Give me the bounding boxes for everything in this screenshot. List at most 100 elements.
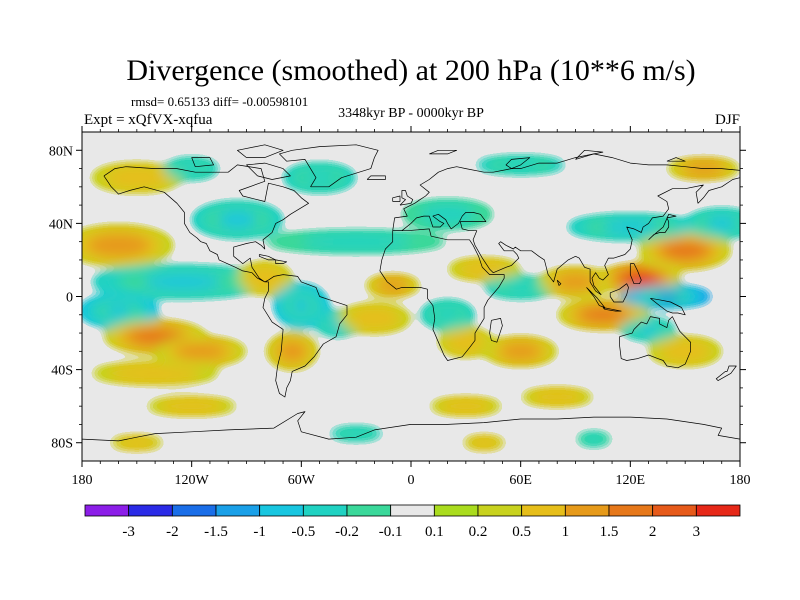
anomaly-level — [185, 346, 216, 357]
x-tick-label: 180 — [72, 473, 93, 488]
y-tick-label: 40N — [49, 217, 73, 232]
x-tick-label: 180 — [730, 473, 751, 488]
anomaly-center-39 — [462, 435, 506, 451]
anomaly-level — [292, 298, 311, 313]
y-tick-label: 40S — [51, 364, 73, 379]
coastline-6 — [586, 287, 606, 308]
colorbar-label: 1.5 — [600, 524, 619, 540]
anomaly-center-35 — [429, 397, 503, 416]
anomaly-center-38 — [328, 426, 384, 441]
colorbar-label: 2 — [649, 524, 657, 540]
coastline-15 — [366, 175, 386, 180]
coastline-2 — [379, 228, 505, 361]
coastline-3 — [392, 153, 740, 231]
colorbar-label: -0.1 — [379, 524, 403, 540]
colorbar-swatch — [302, 504, 348, 517]
anomaly-center-2 — [82, 294, 159, 328]
anomaly-center-5 — [91, 362, 220, 385]
anomaly-level — [602, 221, 658, 233]
coastline-14 — [392, 195, 401, 202]
colorbar-label: 0.1 — [425, 524, 444, 540]
colorbar: -3 -2 -1.5 -1 -0.5 -0.2 -0.1 0.1 0.2 0.5 1 1.5 2 3 — [84, 504, 741, 540]
coastline-19 — [275, 259, 288, 264]
anomaly-center-13 — [337, 303, 411, 333]
colorbar-swatch — [215, 504, 261, 517]
anomaly-center-4 — [155, 336, 247, 366]
colorbar-swatch — [695, 504, 741, 517]
coastline-27 — [666, 157, 686, 162]
coastline-26 — [575, 149, 604, 160]
anomaly-level — [420, 205, 475, 224]
colorbar-label: -1 — [253, 524, 266, 540]
anomaly-center-40 — [575, 431, 613, 447]
y-tick-label: 80N — [49, 144, 73, 159]
anomaly-center-36 — [520, 387, 594, 407]
anomaly-level — [631, 275, 648, 282]
colorbar-label: 0.5 — [512, 524, 531, 540]
anomaly-center-15 — [438, 327, 494, 357]
anomaly-level — [541, 393, 573, 401]
anomaly-level — [105, 305, 132, 317]
anomaly-center-6 — [191, 201, 284, 238]
anomaly-level — [669, 345, 701, 358]
anomaly-level — [301, 235, 412, 249]
colorbar-swatch — [608, 504, 654, 517]
anomaly-center-34 — [146, 397, 238, 416]
colorbar-swatch — [652, 504, 697, 517]
anomaly-level — [172, 402, 212, 411]
coastline-17 — [82, 411, 740, 442]
anomaly-level — [563, 277, 588, 287]
x-tick-label: 60E — [509, 473, 532, 488]
colorbar-swatch — [477, 504, 523, 517]
anomaly-center-24 — [621, 318, 676, 341]
coastline-21 — [246, 162, 291, 180]
anomaly-level — [125, 439, 149, 446]
coastline-11 — [629, 263, 642, 285]
anomaly-level — [672, 245, 698, 256]
colorbar-label: -3 — [122, 524, 135, 540]
colorbar-label: 0.2 — [469, 524, 488, 540]
coastline-16 — [715, 365, 737, 381]
anomaly-center-21 — [639, 232, 731, 270]
coastline-18 — [258, 254, 277, 261]
period-label: 3348kyr BP - 0000kyr BP — [338, 106, 484, 121]
anomaly-center-27 — [685, 208, 740, 238]
anomaly-center-1 — [91, 265, 274, 299]
x-tick-label: 0 — [408, 473, 415, 488]
coastline-9 — [650, 297, 686, 316]
map-axes: 180 120W 60W 0 60E 120E 180 80N 40N 0 40S 80S — [49, 126, 751, 488]
anomaly-center-16 — [484, 336, 558, 366]
coastline-0 — [103, 164, 348, 398]
anomaly-center-9 — [266, 333, 318, 370]
colorbar-label: -1.5 — [204, 524, 228, 540]
colorbar-label: 3 — [693, 524, 701, 540]
anomaly-level — [435, 308, 460, 322]
colorbar-swatch — [259, 504, 304, 517]
x-tick-label: 120W — [175, 473, 210, 488]
anomaly-level — [636, 324, 661, 335]
coastline-25 — [505, 157, 531, 169]
anomaly-level — [582, 434, 605, 444]
anomaly-level — [117, 171, 157, 184]
coastline-10 — [648, 213, 677, 241]
anomaly-level — [474, 439, 494, 446]
y-tick-label: 0 — [66, 291, 73, 306]
colorbar-label: -0.2 — [335, 524, 359, 540]
anomaly-level — [508, 346, 533, 357]
coastlines — [82, 144, 740, 442]
coastline-8 — [609, 283, 629, 303]
x-tick-label: 120E — [616, 473, 646, 488]
colorbar-label: -2 — [166, 524, 179, 540]
colorbar-swatch — [433, 504, 479, 517]
anomaly-center-29 — [91, 163, 183, 193]
anomaly-center-22 — [621, 285, 713, 308]
colorbar-swatch — [171, 504, 217, 517]
coastline-22 — [191, 157, 214, 168]
anomaly-level — [505, 282, 537, 293]
coastline-13 — [399, 190, 414, 206]
colorbar-swatch — [346, 504, 392, 517]
anomaly-level — [127, 368, 183, 378]
coastline-12 — [489, 318, 503, 343]
colorbar-swatch — [521, 504, 566, 517]
anomaly-center-37 — [109, 435, 165, 451]
